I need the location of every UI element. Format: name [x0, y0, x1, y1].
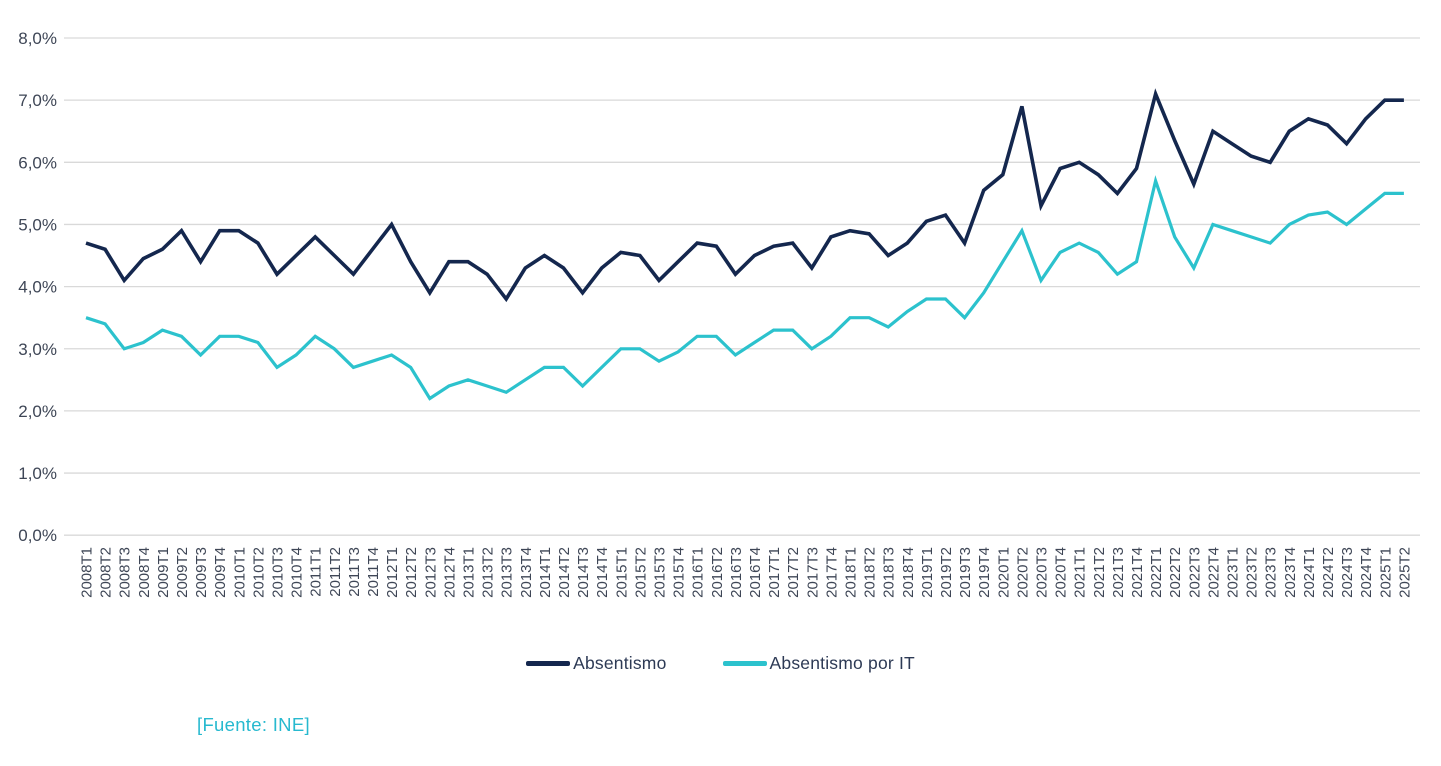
x-axis-tick-label: 2018T3: [881, 547, 898, 598]
x-axis-tick-label: 2017T3: [804, 547, 821, 598]
x-axis-tick-label: 2008T2: [98, 547, 115, 598]
x-axis-tick-label: 2014T1: [537, 547, 554, 598]
x-axis-tick-label: 2009T4: [212, 547, 229, 598]
x-axis-tick-label: 2018T1: [843, 547, 860, 598]
x-axis-tick-label: 2023T1: [1225, 547, 1242, 598]
x-axis-tick-label: 2015T2: [632, 547, 649, 598]
y-axis-tick-label: 6,0%: [18, 153, 57, 172]
y-axis-tick-label: 4,0%: [18, 278, 57, 297]
x-axis-tick-label: 2019T1: [919, 547, 936, 598]
x-axis-tick-label: 2023T2: [1244, 547, 1261, 598]
x-axis-tick-label: 2018T2: [862, 547, 879, 598]
x-axis-tick-label: 2022T2: [1167, 547, 1184, 598]
x-axis-tick-label: 2013T1: [461, 547, 478, 598]
x-axis-tick-label: 2025T2: [1396, 547, 1413, 598]
x-axis-tick-label: 2011T3: [346, 547, 363, 597]
x-axis-tick-label: 2016T3: [728, 547, 745, 598]
legend-swatch-absentismo-por-it: [722, 661, 767, 666]
y-axis-tick-label: 0,0%: [18, 526, 57, 545]
chart-legend: Absentismo Absentismo por IT: [0, 653, 1441, 674]
x-axis-tick-label: 2018T4: [900, 547, 917, 598]
x-axis-tick-label: 2009T2: [174, 547, 191, 598]
x-axis-tick-label: 2013T4: [518, 547, 535, 598]
x-axis-tick-label: 2014T3: [575, 547, 592, 598]
x-axis-tick-label: 2021T2: [1091, 547, 1108, 598]
x-axis-tick-label: 2015T4: [671, 547, 688, 598]
x-axis-tick-label: 2016T4: [747, 547, 764, 598]
x-axis-tick-label: 2017T2: [785, 547, 802, 598]
legend-label-absentismo: Absentismo: [573, 653, 667, 673]
x-axis-tick-label: 2017T1: [766, 547, 783, 598]
x-axis-tick-label: 2020T2: [1014, 547, 1031, 598]
x-axis-tick-label: 2019T4: [976, 547, 993, 598]
x-axis-tick-label: 2015T3: [652, 547, 669, 598]
x-axis-tick-label: 2022T1: [1148, 547, 1165, 598]
series-line-absentismo-por-it: [85, 175, 1404, 401]
x-axis-tick-label: 2009T1: [155, 547, 172, 598]
legend-item-absentismo-por-it: Absentismo por IT: [722, 653, 915, 674]
x-axis-tick-label: 2011T2: [327, 547, 344, 597]
x-axis-tick-label: 2022T4: [1205, 547, 1222, 598]
x-axis-tick-label: 2020T4: [1053, 547, 1070, 598]
x-axis-tick-label: 2008T4: [136, 547, 153, 598]
x-axis-tick-label: 2012T4: [441, 547, 458, 598]
x-axis-tick-label: 2017T4: [823, 547, 840, 598]
x-axis-tick-label: 2016T1: [690, 547, 707, 598]
x-axis-tick-label: 2010T1: [231, 547, 248, 598]
x-axis-tick-label: 2019T2: [938, 547, 955, 598]
x-axis-tick-label: 2025T1: [1377, 547, 1394, 598]
x-axis-tick-label: 2022T3: [1186, 547, 1203, 598]
source-note: [Fuente: INE]: [197, 714, 310, 735]
x-axis-tick-label: 2014T4: [594, 547, 611, 598]
x-axis-tick-label: 2014T2: [556, 547, 573, 598]
x-axis-tick-label: 2021T1: [1072, 547, 1089, 598]
x-axis-tick-label: 2012T3: [422, 547, 439, 598]
x-axis-tick-label: 2020T3: [1034, 547, 1051, 598]
y-axis-tick-label: 5,0%: [18, 215, 57, 234]
legend-swatch-absentismo: [526, 661, 571, 666]
x-axis-tick-label: 2019T3: [957, 547, 974, 598]
x-axis-tick-label: 2012T1: [384, 547, 401, 598]
x-axis-tick-label: 2011T4: [365, 547, 382, 597]
x-axis-tick-label: 2011T1: [308, 547, 325, 597]
x-axis-tick-label: 2008T3: [117, 547, 134, 598]
legend-label-absentismo-por-it: Absentismo por IT: [769, 653, 915, 673]
y-axis-tick-label: 1,0%: [18, 464, 57, 483]
y-axis-tick-label: 3,0%: [18, 340, 57, 359]
y-axis-tick-label: 2,0%: [18, 402, 57, 421]
x-axis-tick-label: 2012T2: [403, 547, 420, 598]
legend-item-absentismo: Absentismo: [526, 653, 666, 674]
x-axis-tick-label: 2013T2: [480, 547, 497, 598]
x-axis-tick-label: 2013T3: [499, 547, 516, 598]
y-axis-tick-label: 8,0%: [18, 29, 57, 48]
x-axis-tick-label: 2021T3: [1110, 547, 1127, 598]
x-axis-tick-label: 2024T2: [1320, 547, 1337, 598]
x-axis-tick-label: 2023T4: [1282, 547, 1299, 598]
x-axis-tick-label: 2008T1: [79, 547, 96, 598]
x-axis-tick-label: 2015T1: [613, 547, 630, 598]
x-axis-tick-label: 2010T4: [289, 547, 306, 598]
x-axis-tick-label: 2020T1: [995, 547, 1012, 598]
series-line-absentismo: [85, 88, 1404, 303]
x-axis-tick-label: 2009T3: [193, 547, 210, 598]
x-axis-tick-label: 2010T2: [250, 547, 267, 598]
x-axis-tick-label: 2010T3: [270, 547, 287, 598]
y-axis-tick-label: 7,0%: [18, 91, 57, 110]
x-axis-tick-label: 2016T2: [709, 547, 726, 598]
x-axis-tick-label: 2024T4: [1358, 547, 1375, 598]
x-axis-tick-label: 2021T4: [1129, 547, 1146, 598]
x-axis-tick-label: 2024T1: [1301, 547, 1318, 598]
x-axis-tick-label: 2023T3: [1263, 547, 1280, 598]
x-axis-tick-label: 2024T3: [1339, 547, 1356, 598]
